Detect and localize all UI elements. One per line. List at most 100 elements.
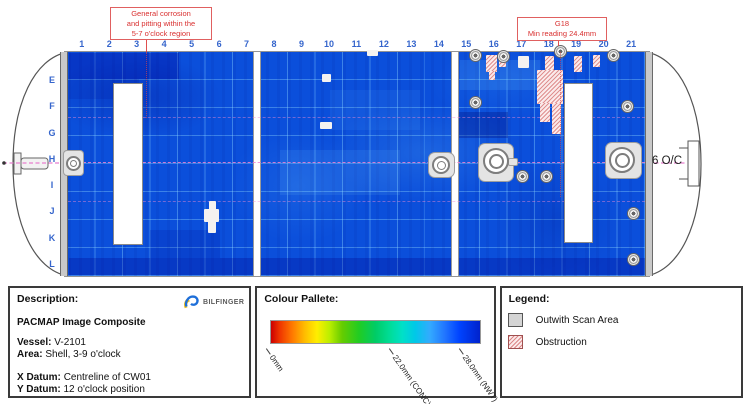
column-label: 18	[543, 39, 554, 49]
bilfinger-logo-text: BILFINGER	[203, 298, 245, 306]
unscanned-spot	[518, 56, 529, 68]
bolt-marker	[497, 50, 510, 63]
ydatum-field: Y Datum: 12 o'clock position	[17, 384, 145, 395]
left-datum-pin	[20, 157, 49, 170]
row-label: E	[48, 75, 55, 86]
row-label: J	[49, 206, 55, 217]
area-value: Shell, 3-9 o'clock	[45, 349, 121, 360]
scan-texture-patch	[69, 258, 645, 275]
column-label: 20	[598, 39, 609, 49]
bolt-marker	[469, 96, 482, 109]
unscanned-spot	[204, 209, 219, 222]
legend-heading: Legend:	[508, 293, 550, 305]
datum-line-lower	[68, 201, 645, 202]
bolt-marker	[516, 170, 529, 183]
palette-heading: Colour Pallete:	[264, 293, 339, 305]
scan-texture-patch	[69, 53, 179, 79]
bolt-marker	[469, 49, 482, 62]
xdatum-field: X Datum: Centreline of CW01	[17, 372, 151, 383]
column-label: 11	[351, 39, 362, 49]
unscanned-spot	[367, 50, 378, 56]
row-label: I	[50, 180, 54, 191]
corrosion-callout-line: 5-7 o'clock region	[131, 28, 191, 38]
palette-tick-22mm: 22.0mm (CONC)	[386, 346, 433, 404]
obstruction-patch	[552, 103, 561, 134]
bolt-marker	[627, 253, 640, 266]
bolt-marker	[621, 100, 634, 113]
bilfinger-logo: BILFINGER	[182, 293, 244, 311]
column-label: 15	[461, 39, 472, 49]
info-panel: Description: BILFINGER PACMAP Image Comp…	[8, 286, 743, 404]
unscanned-spot	[208, 221, 216, 233]
g18-leader-line	[558, 40, 559, 46]
scan-texture-patch	[452, 112, 508, 138]
column-label: 6	[216, 39, 222, 49]
vessel-label: Vessel:	[17, 337, 52, 348]
g18-callout-line: Min reading 24.4mm	[527, 28, 597, 38]
unscanned-spot	[322, 74, 331, 82]
palette-tick-0mm: 0mm	[263, 346, 286, 373]
legend-box: Legend: Outwith Scan Area Obstruction	[499, 286, 743, 398]
row-label: G	[48, 127, 56, 138]
outwith-scan-area-label: Outwith Scan Area	[535, 314, 619, 326]
row-label: F	[49, 101, 55, 112]
palette-gradient-bar	[270, 320, 482, 344]
obstruction-patch	[489, 71, 495, 80]
vessel-value: V-2101	[54, 337, 86, 348]
row-labels: E F G H I J K L	[44, 67, 60, 277]
column-labels: 1 2 3 4 5 6 7 8 9 10 11 12 13 14 15 16 1…	[68, 39, 645, 50]
outwith-scan-area	[564, 83, 593, 243]
outwith-scan-area-swatch	[507, 313, 523, 327]
column-label: 5	[189, 39, 195, 49]
g18-leader-line-inner	[560, 52, 561, 197]
scan-texture-patch	[280, 150, 400, 195]
bolt-marker	[627, 207, 640, 220]
legend-item-obstruction: Obstruction	[507, 335, 587, 349]
centerline-left-dot	[2, 161, 6, 165]
unscanned-spot	[320, 122, 332, 129]
g18-callout-line: G18	[554, 19, 570, 28]
right-nozzle-flange	[687, 140, 700, 187]
column-label: 3	[134, 39, 140, 49]
column-label: 4	[161, 39, 167, 49]
xdatum-value: Centreline of CW01	[63, 372, 151, 383]
column-label: 12	[378, 39, 389, 49]
obstruction-patch	[545, 56, 554, 71]
obstruction-patch	[486, 55, 497, 72]
unscanned-spot	[209, 201, 216, 210]
six-oclock-label: 6 O/C	[652, 155, 683, 167]
obstruction-patch	[593, 55, 600, 67]
vessel-right-head	[645, 51, 702, 277]
row-label: H	[48, 153, 56, 164]
column-label: 17	[516, 39, 527, 49]
corrosion-callout-line: General corrosion	[131, 9, 191, 18]
column-label: 14	[433, 39, 444, 49]
corrosion-leader-line-inner	[146, 52, 147, 118]
g18-callout: G18 Min reading 24.4mm	[517, 17, 607, 41]
colour-palette-box: Colour Pallete: 0mm 22.0mm (CONC) 28.0mm…	[255, 286, 500, 404]
right-head-weld-strip	[645, 52, 653, 276]
ydatum-label: Y Datum:	[17, 384, 61, 395]
six-oclock-centerline	[68, 162, 645, 163]
column-label: 1	[79, 39, 85, 49]
column-label: 19	[571, 39, 582, 49]
composite-title: PACMAP Image Composite	[17, 317, 146, 328]
bolt-marker	[607, 49, 620, 62]
column-label: 9	[298, 39, 304, 49]
row-label: L	[49, 258, 55, 269]
column-label: 10	[323, 39, 334, 49]
description-heading: Description:	[17, 293, 79, 305]
column-label: 7	[244, 39, 250, 49]
column-label: 21	[626, 39, 637, 49]
column-label: 8	[271, 39, 277, 49]
area-label: Area:	[17, 349, 43, 360]
xdatum-label: X Datum:	[17, 372, 61, 383]
obstruction-label: Obstruction	[535, 336, 587, 348]
bilfinger-logo-icon	[183, 295, 199, 309]
legend-item-outwith: Outwith Scan Area	[507, 313, 619, 327]
column-label: 2	[106, 39, 112, 49]
row-label: K	[48, 232, 56, 243]
palette-tick-28mm: 28.0mm (NWT)	[456, 346, 500, 403]
scan-texture-patch	[330, 90, 420, 130]
